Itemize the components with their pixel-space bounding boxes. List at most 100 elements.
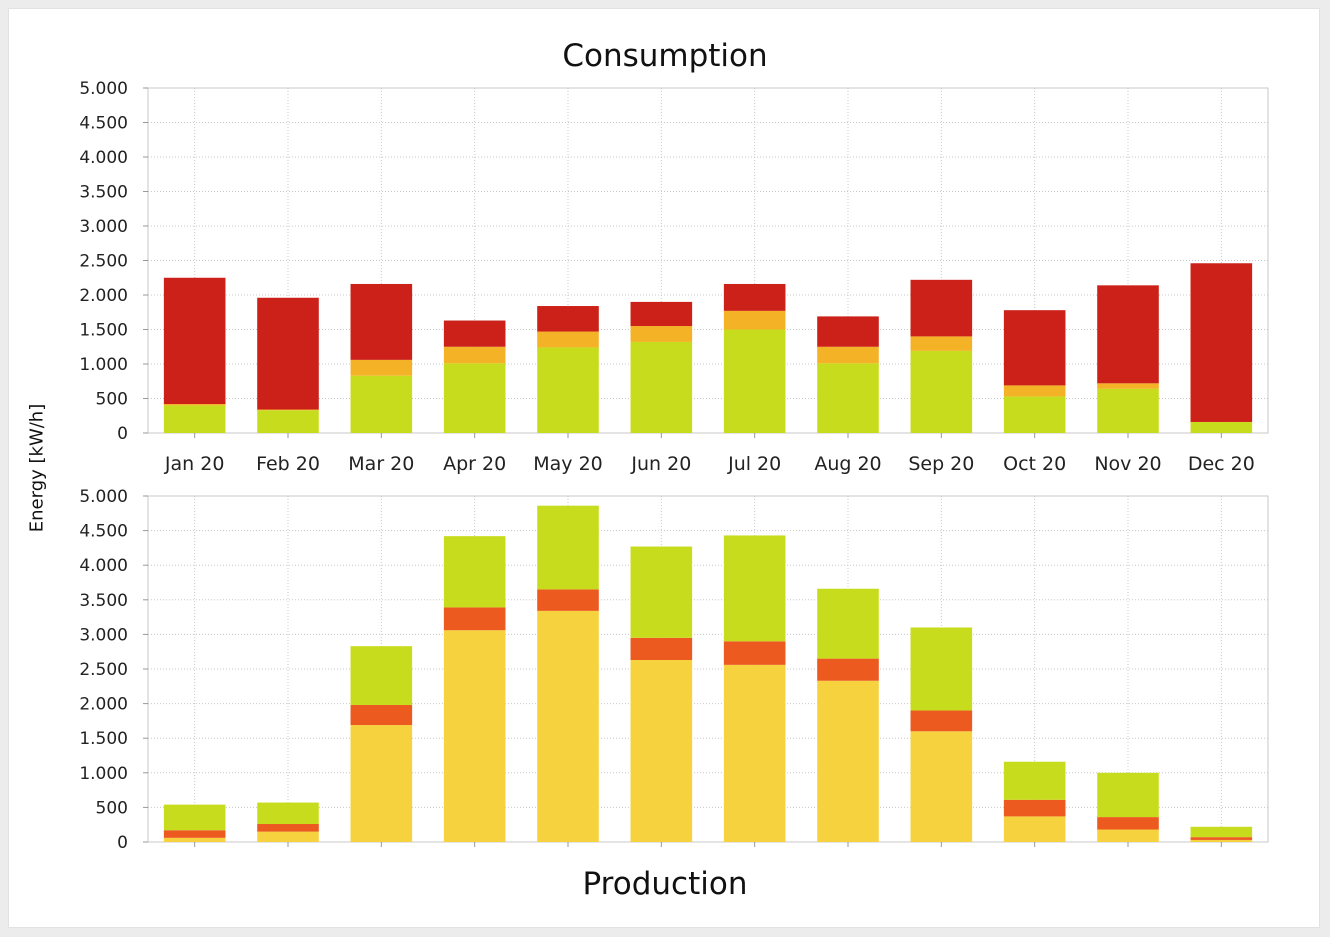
consumption-bar-oct-20-segment-1 (1003, 385, 1066, 397)
production-bar-jul-20-segment-2 (723, 535, 786, 642)
production-title: Production (582, 866, 748, 902)
consumption-bar-apr-20-segment-0 (443, 363, 506, 433)
production-y-tick-label: 4.500 (79, 522, 128, 542)
production-y-tick-label: 1.500 (79, 729, 128, 749)
consumption-y-tick-label: 3.500 (79, 183, 128, 203)
production-bar-mar-20-segment-1 (350, 704, 413, 726)
consumption-title: Consumption (562, 38, 768, 74)
production-panel: 0 500 1.000 1.500 2.000 2.500 3.000 3.500 4.000 4… (79, 487, 1269, 853)
production-bar-aug-20-segment-0 (817, 680, 879, 842)
consumption-bar-jan-20-segment-2 (163, 277, 226, 405)
consumption-bar-feb-20-segment-1 (257, 409, 319, 411)
consumption-y-tick-label: 3.000 (79, 217, 128, 237)
consumption-x-tick-label: Jul 20 (727, 453, 781, 475)
consumption-x-tick-label: Feb 20 (256, 453, 320, 475)
consumption-bar-nov-20-segment-1 (1097, 383, 1159, 389)
consumption-bar-dec-20-segment-0 (1190, 421, 1253, 433)
consumption-bar-feb-20-segment-0 (257, 410, 319, 433)
consumption-bar-sep-20-segment-0 (910, 350, 973, 433)
production-y-tick-label: 5.000 (79, 487, 128, 507)
consumption-bar-nov-20-segment-2 (1097, 285, 1159, 384)
production-bar-oct-20-segment-0 (1003, 816, 1066, 842)
production-bar-oct-20-segment-1 (1003, 799, 1066, 817)
production-y-tick-label: 0 (117, 833, 128, 853)
consumption-bar-aug-20-segment-0 (817, 363, 879, 433)
production-y-tick-label: 4.000 (79, 556, 128, 576)
consumption-bar-jun-20-segment-1 (630, 326, 693, 342)
production-bar-aug-20-segment-2 (817, 588, 879, 659)
production-bar-apr-20-segment-2 (443, 536, 506, 608)
consumption-y-tick-label: 1.000 (79, 355, 128, 375)
production-bar-jan-20-segment-0 (163, 837, 226, 842)
consumption-x-tick-label: Dec 20 (1188, 453, 1255, 475)
production-y-tick-label: 3.500 (79, 591, 128, 611)
production-y-tick-label: 500 (96, 798, 128, 818)
consumption-bar-jul-20-segment-1 (723, 310, 786, 330)
consumption-y-tick-label: 0 (117, 424, 128, 444)
consumption-bar-mar-20-segment-2 (350, 283, 413, 360)
production-bar-aug-20-segment-1 (817, 658, 879, 681)
production-bar-may-20-segment-0 (537, 610, 599, 842)
consumption-y-tick-label: 2.000 (79, 286, 128, 306)
production-bar-sep-20-segment-0 (910, 731, 973, 842)
production-bar-feb-20-segment-2 (257, 802, 319, 825)
production-bar-jun-20-segment-1 (630, 637, 693, 661)
consumption-x-tick-label: Oct 20 (1003, 453, 1066, 475)
consumption-bar-may-20-segment-0 (537, 347, 599, 433)
production-bar-dec-20-segment-2 (1190, 826, 1253, 838)
consumption-bar-jun-20-segment-0 (630, 341, 693, 433)
consumption-bar-sep-20-segment-1 (910, 336, 973, 351)
consumption-x-tick-label: May 20 (533, 453, 603, 475)
production-bar-jun-20-segment-0 (630, 660, 693, 842)
production-bar-nov-20-segment-1 (1097, 817, 1159, 830)
production-bar-apr-20-segment-1 (443, 607, 506, 631)
production-bar-jul-20-segment-0 (723, 664, 786, 842)
production-bar-nov-20-segment-0 (1097, 829, 1159, 842)
consumption-bar-aug-20-segment-2 (817, 316, 879, 347)
consumption-bar-jun-20-segment-2 (630, 301, 693, 327)
consumption-bar-mar-20-segment-0 (350, 375, 413, 433)
production-bar-oct-20-segment-2 (1003, 761, 1066, 800)
consumption-bar-oct-20-segment-2 (1003, 310, 1066, 386)
consumption-bar-mar-20-segment-1 (350, 359, 413, 376)
production-y-tick-label: 3.000 (79, 625, 128, 645)
production-bar-apr-20-segment-0 (443, 630, 506, 842)
consumption-y-tick-label: 1.500 (79, 321, 128, 341)
consumption-bar-oct-20-segment-0 (1003, 396, 1066, 433)
consumption-bar-may-20-segment-1 (537, 331, 599, 348)
production-bar-may-20-segment-2 (537, 505, 599, 590)
consumption-bar-jan-20-segment-0 (163, 405, 226, 433)
consumption-x-tick-label: Jun 20 (630, 453, 691, 475)
consumption-y-tick-label: 2.500 (79, 252, 128, 272)
production-bar-nov-20-segment-2 (1097, 772, 1159, 818)
consumption-bar-sep-20-segment-2 (910, 279, 973, 337)
production-bar-feb-20-segment-1 (257, 824, 319, 832)
consumption-bar-dec-20-segment-2 (1190, 263, 1253, 422)
consumption-y-tick-label: 500 (96, 390, 128, 410)
production-bar-mar-20-segment-2 (350, 646, 413, 705)
production-y-tick-label: 2.000 (79, 695, 128, 715)
production-y-tick-label: 2.500 (79, 660, 128, 680)
production-bar-jul-20-segment-1 (723, 641, 786, 665)
production-bar-jan-20-segment-1 (163, 830, 226, 838)
consumption-bar-jul-20-segment-0 (723, 329, 786, 433)
consumption-bar-apr-20-segment-2 (443, 320, 506, 347)
consumption-bar-jan-20-segment-1 (163, 404, 226, 406)
production-bar-may-20-segment-1 (537, 589, 599, 611)
production-bar-feb-20-segment-0 (257, 831, 319, 842)
consumption-bar-jul-20-segment-2 (723, 283, 786, 311)
consumption-bar-aug-20-segment-1 (817, 346, 879, 364)
consumption-x-tick-label: Nov 20 (1094, 453, 1161, 475)
consumption-bar-nov-20-segment-0 (1097, 388, 1159, 433)
consumption-x-tick-label: Mar 20 (348, 453, 414, 475)
consumption-bar-may-20-segment-2 (537, 306, 599, 332)
production-y-tick-label: 1.000 (79, 764, 128, 784)
consumption-y-tick-label: 4.000 (79, 148, 128, 168)
production-bar-dec-20-segment-1 (1190, 837, 1253, 840)
consumption-x-tick-label: Jan 20 (164, 453, 225, 475)
production-bar-jan-20-segment-2 (163, 804, 226, 831)
production-bar-jun-20-segment-2 (630, 546, 693, 638)
production-bar-sep-20-segment-2 (910, 627, 973, 711)
production-bar-dec-20-segment-0 (1190, 839, 1253, 842)
